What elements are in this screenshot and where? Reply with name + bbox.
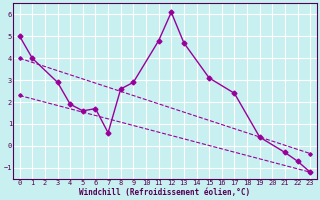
X-axis label: Windchill (Refroidissement éolien,°C): Windchill (Refroidissement éolien,°C) [79,188,251,197]
